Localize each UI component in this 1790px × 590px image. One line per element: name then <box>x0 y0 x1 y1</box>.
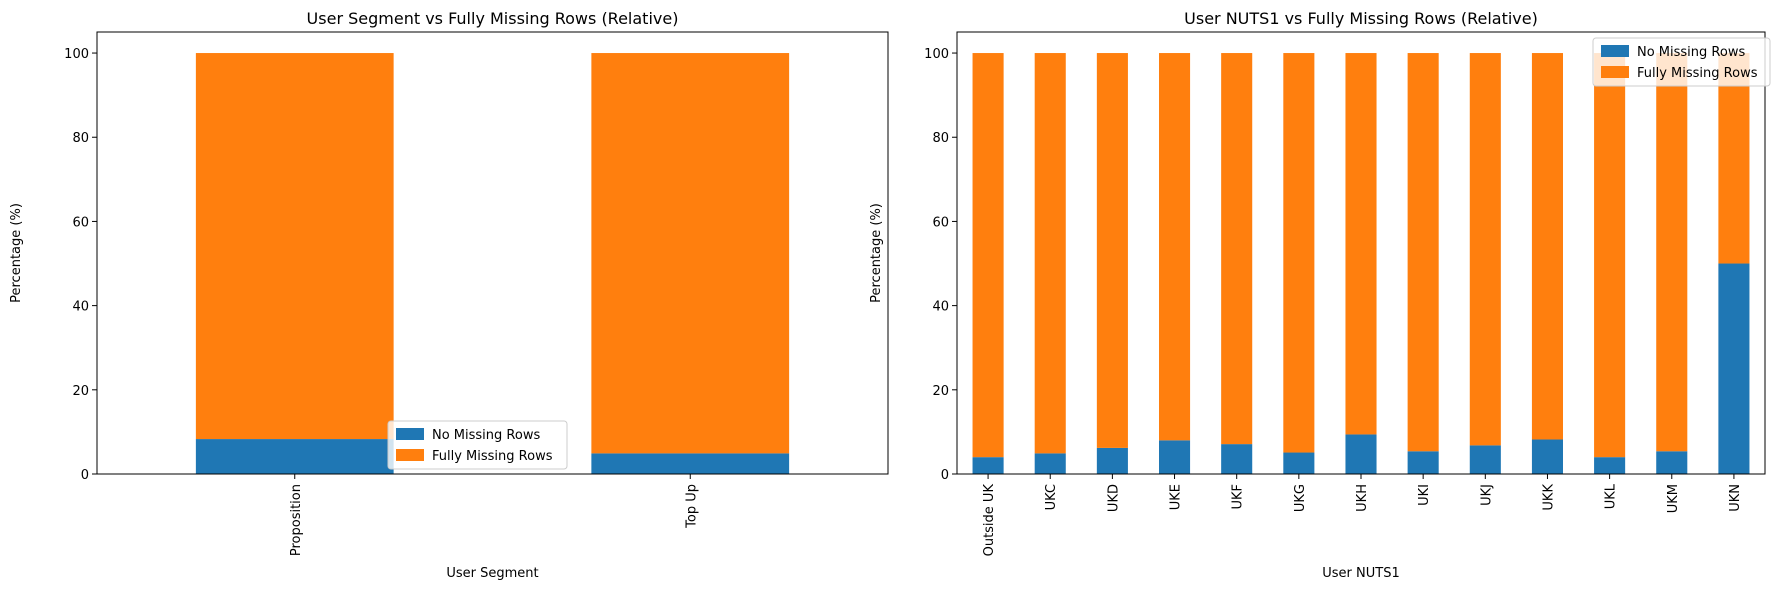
y-tick-label: 60 <box>72 215 89 230</box>
y-tick-label: 100 <box>64 47 89 62</box>
x-tick-label: UKK <box>1541 484 1556 511</box>
x-tick-label: UKL <box>1604 483 1619 509</box>
legend-box <box>387 420 568 470</box>
x-tick-label: UKC <box>1044 484 1059 510</box>
bar-no-missing-5 <box>1283 452 1315 474</box>
bar-no-missing-2 <box>1096 447 1128 474</box>
bar-no-missing-10 <box>1594 457 1626 474</box>
y-tick-label: 80 <box>72 131 89 146</box>
bar-fully-missing-2 <box>1096 53 1128 448</box>
bar-no-missing-4 <box>1221 444 1253 474</box>
y-tick-label: 40 <box>932 300 949 315</box>
chart-title: User NUTS1 vs Fully Missing Rows (Relati… <box>1184 9 1538 28</box>
bar-no-missing-1 <box>591 453 790 474</box>
y-tick-label: 40 <box>72 300 89 315</box>
bar-fully-missing-11 <box>1656 53 1688 452</box>
bar-fully-missing-6 <box>1345 53 1377 435</box>
bar-no-missing-8 <box>1469 445 1501 474</box>
bar-fully-missing-0 <box>195 53 394 440</box>
bar-fully-missing-1 <box>1034 53 1066 454</box>
x-tick-label: UKI <box>1417 484 1432 506</box>
y-tick-label: 80 <box>932 131 949 146</box>
x-tick-label: UKE <box>1169 484 1184 510</box>
x-axis-label: User Segment <box>446 566 538 581</box>
x-tick-label: UKD <box>1106 484 1121 512</box>
bar-no-missing-11 <box>1656 451 1688 474</box>
bar-no-missing-9 <box>1531 439 1563 474</box>
bar-no-missing-7 <box>1407 451 1439 474</box>
bar-fully-missing-10 <box>1594 53 1626 458</box>
bar-no-missing-1 <box>1034 453 1066 474</box>
bar-fully-missing-9 <box>1531 53 1563 440</box>
chart-title: User Segment vs Fully Missing Rows (Rela… <box>307 9 679 28</box>
x-tick-label: UKH <box>1355 484 1370 512</box>
legend: No Missing Rows Fully Missing Rows <box>387 420 568 470</box>
bar-no-missing-12 <box>1718 263 1750 474</box>
y-axis-label: Percentage (%) <box>9 203 24 303</box>
legend-label: Fully Missing Rows <box>1637 66 1758 81</box>
legend-swatch-no-missing <box>1601 45 1629 57</box>
y-axis-label: Percentage (%) <box>869 203 884 303</box>
legend-swatch-no-missing <box>396 428 424 440</box>
bar-fully-missing-5 <box>1283 53 1315 453</box>
bar-fully-missing-7 <box>1407 53 1439 452</box>
chart-2: 0 20 40 60 80 100 Outside UK UKC UKD UKE UKF UKG UKH… <box>869 9 1771 581</box>
x-tick-label: UKG <box>1293 484 1308 512</box>
y-tick-label: 60 <box>932 215 949 230</box>
bar-fully-missing-8 <box>1469 53 1501 446</box>
x-tick-label: UKF <box>1231 484 1246 510</box>
bar-fully-missing-3 <box>1159 53 1191 441</box>
bar-no-missing-0 <box>972 457 1004 474</box>
bar-no-missing-3 <box>1159 440 1191 474</box>
legend: No Missing Rows Fully Missing Rows <box>1592 37 1771 87</box>
bar-fully-missing-0 <box>972 53 1004 458</box>
legend-box <box>1592 37 1771 87</box>
bar-fully-missing-4 <box>1221 53 1253 445</box>
legend-swatch-fully-missing <box>396 449 424 461</box>
x-tick-label: Proposition <box>289 484 304 556</box>
y-tick-label: 100 <box>924 47 949 62</box>
legend-swatch-fully-missing <box>1601 66 1629 78</box>
bar-fully-missing-12 <box>1718 53 1750 264</box>
plot-frame <box>96 31 889 475</box>
chart-1: 0 20 40 60 80 100 Proposition Top Up User Segmen… <box>9 9 889 581</box>
x-tick-label: UKM <box>1666 484 1681 513</box>
x-axis-label: User NUTS1 <box>1322 566 1399 581</box>
x-tick-label: Top Up <box>684 484 699 529</box>
bar-no-missing-6 <box>1345 434 1377 474</box>
bar-fully-missing-1 <box>591 53 790 454</box>
y-tick-label: 0 <box>81 468 89 483</box>
x-tick-label: UKJ <box>1479 484 1494 506</box>
legend-label: No Missing Rows <box>432 428 540 443</box>
y-tick-label: 20 <box>932 384 949 399</box>
y-tick-label: 20 <box>72 384 89 399</box>
x-tick-label: Outside UK <box>982 484 997 557</box>
bar-no-missing-0 <box>195 439 394 474</box>
legend-label: Fully Missing Rows <box>432 449 553 464</box>
x-tick-label: UKN <box>1728 484 1743 512</box>
legend-label: No Missing Rows <box>1637 45 1745 60</box>
y-tick-label: 0 <box>941 468 949 483</box>
